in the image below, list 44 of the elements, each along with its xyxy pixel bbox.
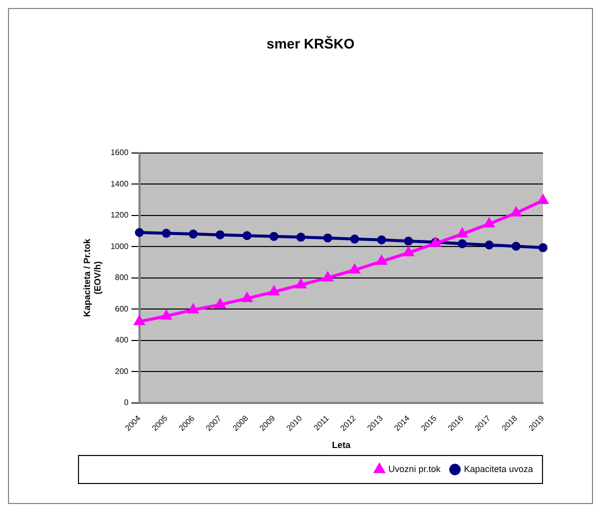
point <box>404 236 413 246</box>
point <box>376 256 387 265</box>
y-tick-label: 1200 <box>110 210 129 220</box>
legend-label: Kapaciteta uvoza <box>464 464 533 474</box>
y-axis-title: Kapaciteta / Pr.tok (EOV/h) <box>82 238 103 317</box>
point <box>377 235 386 244</box>
chart-title: smer KRŠKO <box>266 35 355 52</box>
y-tick-label: 1400 <box>110 179 129 188</box>
y-tick-label: 400 <box>115 336 129 345</box>
point <box>296 279 306 288</box>
legend-label: Uvozni pr.tok <box>388 464 441 474</box>
point <box>296 232 306 242</box>
point <box>457 228 468 238</box>
point <box>134 316 144 326</box>
y-tick-label: 1600 <box>110 148 129 158</box>
point <box>242 292 252 302</box>
point <box>188 230 198 239</box>
point <box>538 243 548 252</box>
point <box>269 232 278 241</box>
y-tick-label: 800 <box>115 273 129 282</box>
y-tick-label: 600 <box>115 304 129 314</box>
point <box>215 299 226 308</box>
point <box>216 230 225 240</box>
point <box>484 240 494 250</box>
y-tick-label: 1000 <box>110 242 129 251</box>
point <box>134 228 144 237</box>
point <box>538 194 548 204</box>
point <box>350 234 360 244</box>
y-tick-label: 0 <box>124 398 129 408</box>
point <box>161 310 172 320</box>
y-tick-label: 200 <box>115 366 129 376</box>
point <box>511 207 522 216</box>
point <box>268 286 279 296</box>
point <box>484 218 494 228</box>
point <box>458 239 467 248</box>
point <box>350 264 360 274</box>
x-axis-title: Leta <box>332 440 352 450</box>
point <box>242 231 252 240</box>
point <box>322 272 333 282</box>
point <box>323 233 332 242</box>
point <box>162 228 171 238</box>
point <box>188 304 198 314</box>
point <box>512 242 521 251</box>
point <box>404 247 414 256</box>
